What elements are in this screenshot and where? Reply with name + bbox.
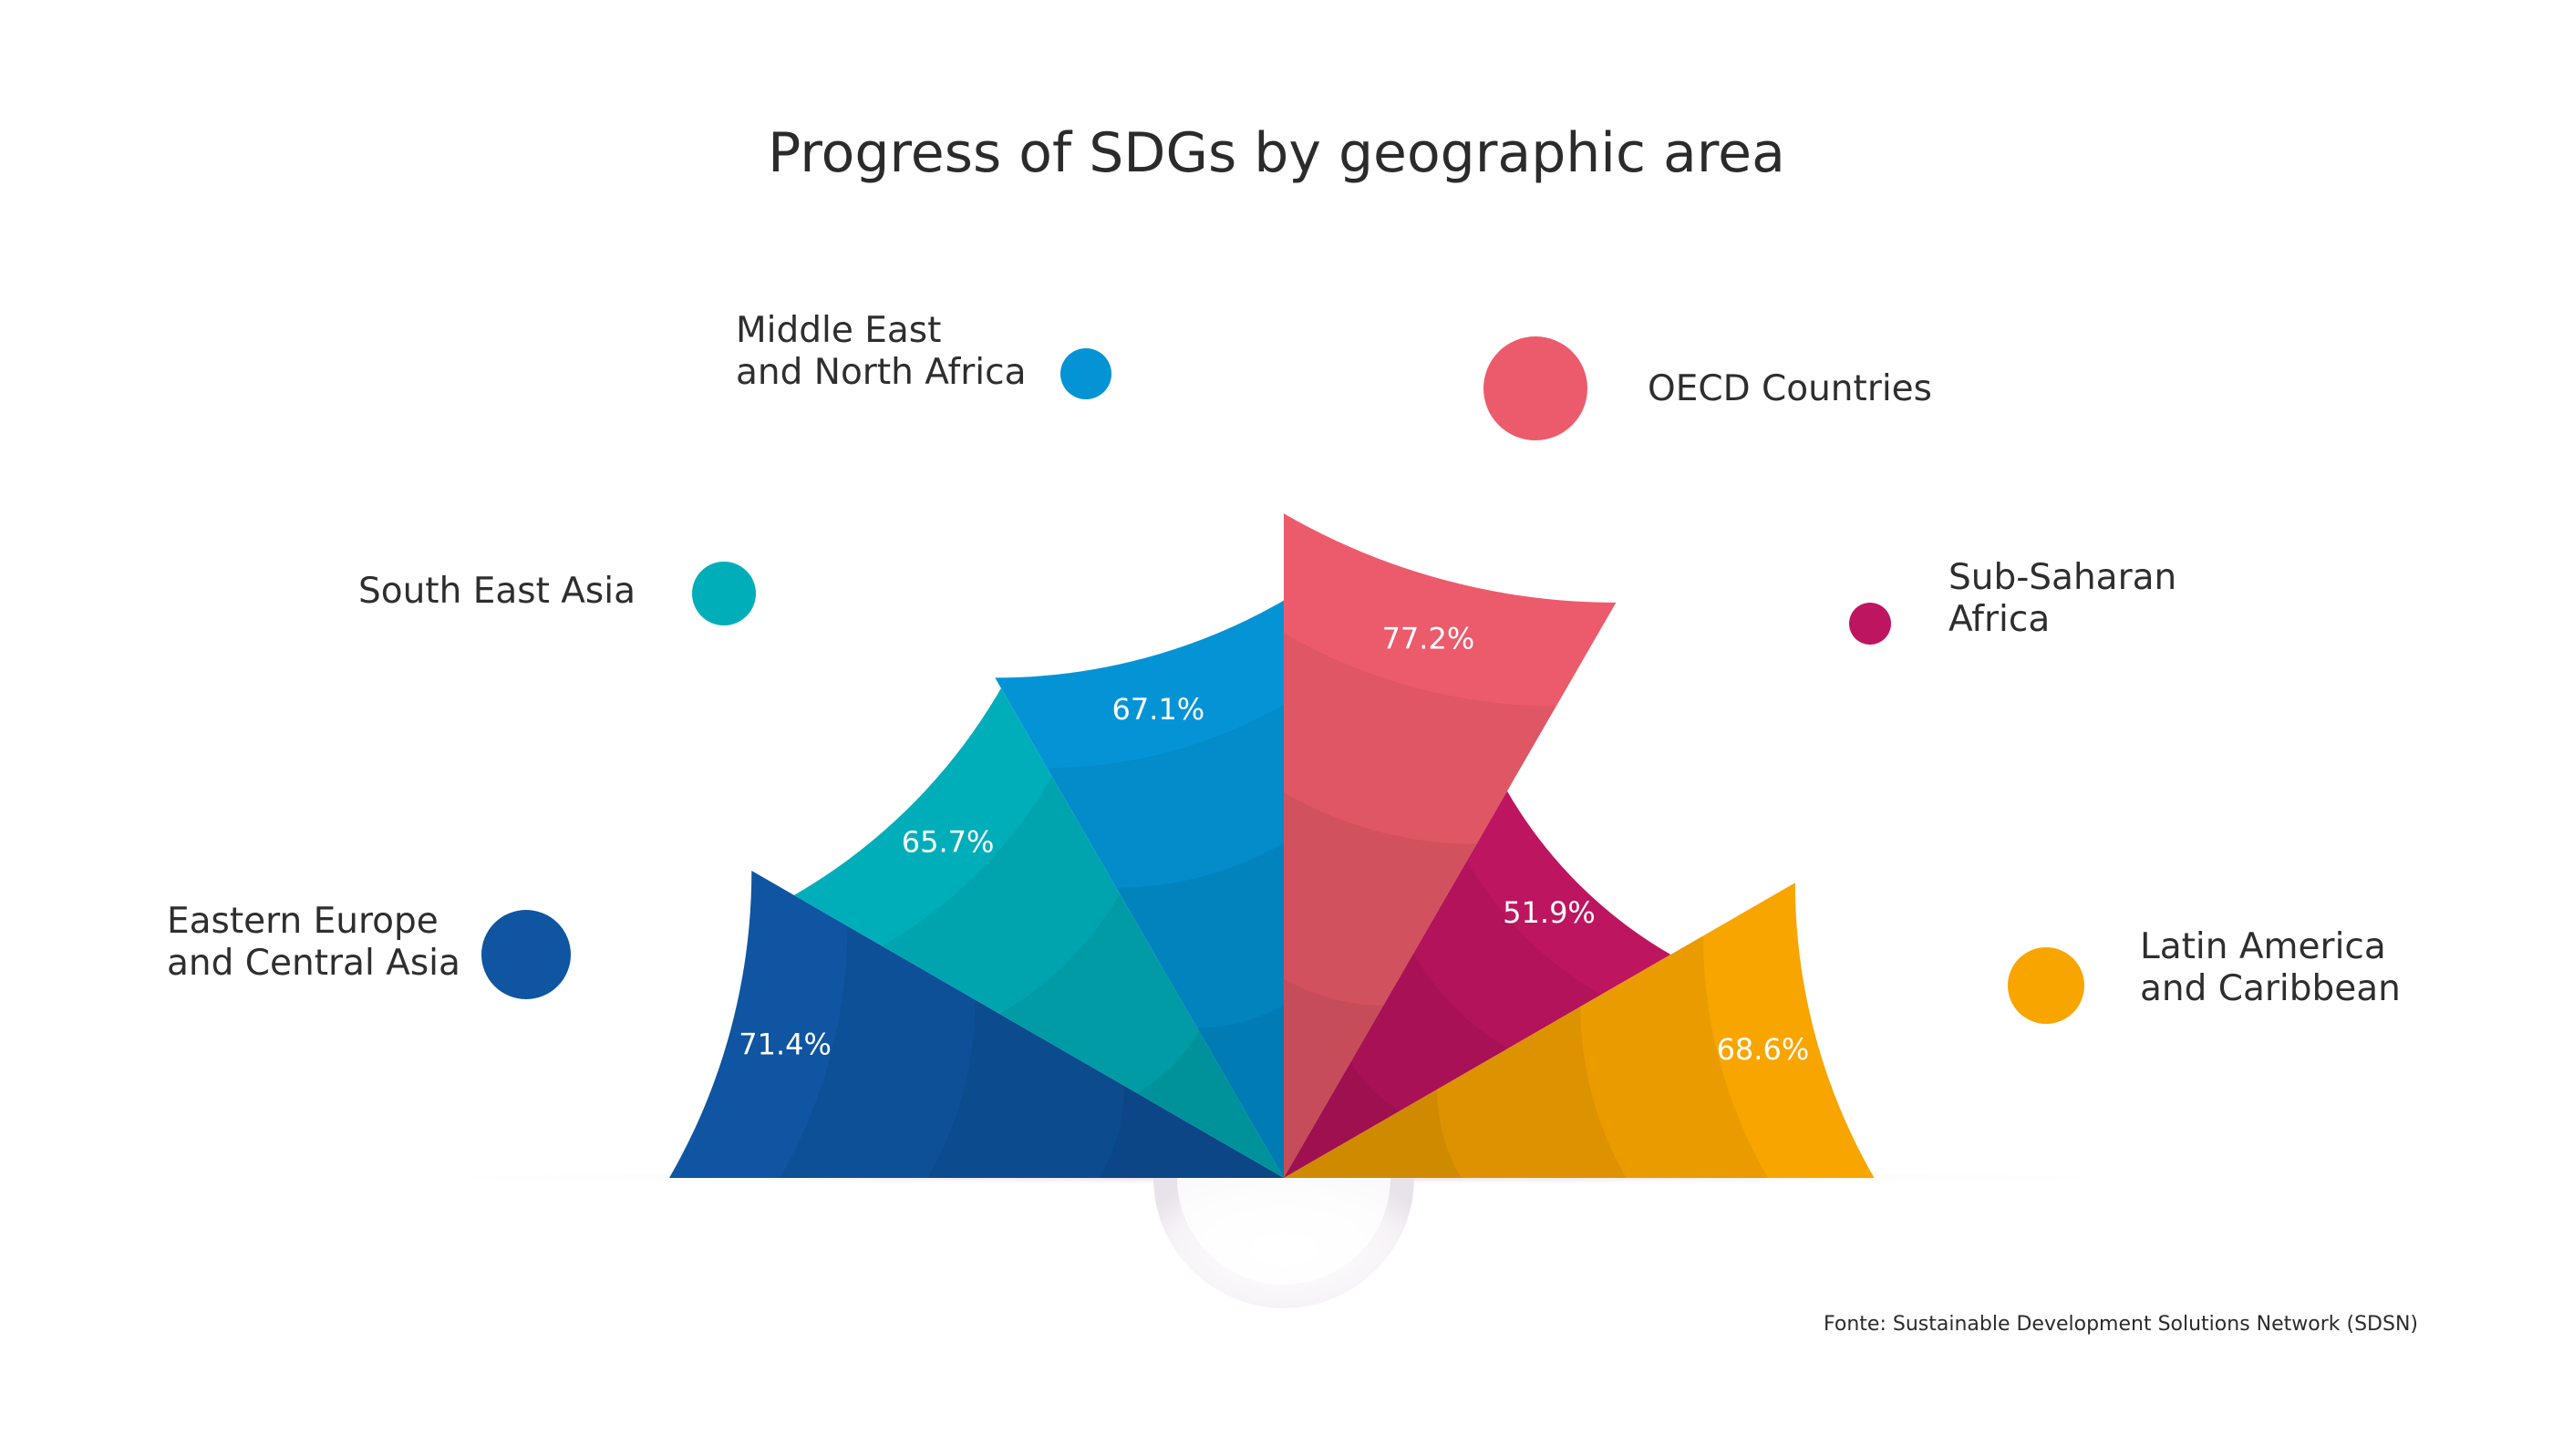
legend-label-eastern-europe-and-central-asia: Eastern Europe and Central Asia xyxy=(167,901,460,984)
hub-inner xyxy=(1177,1178,1390,1285)
legend-label-middle-east-and-north-africa: Middle East and North Africa xyxy=(736,310,1026,393)
legend-dot-oecd-countries xyxy=(1483,336,1587,440)
legend-label-latin-america-and-caribbean: Latin America and Caribbean xyxy=(2140,926,2401,1009)
sector-shade-latin-america-and-caribbean-1 xyxy=(1284,935,1768,1178)
sector-latin-america-and-caribbean xyxy=(1284,883,1875,1178)
sector-shade-sub-saharan-africa-1 xyxy=(1284,861,1601,1178)
legend-dot-middle-east-and-north-africa xyxy=(1060,348,1111,399)
center-hub xyxy=(1153,1178,1414,1308)
value-label-eastern-europe-and-central-asia: 71.4% xyxy=(739,1027,832,1062)
sector-shade-sub-saharan-africa-2 xyxy=(1284,953,1509,1178)
sector-eastern-europe-and-central-asia xyxy=(669,871,1284,1178)
sector-shade-oecd-countries-3 xyxy=(1284,978,1384,1178)
sector-shade-south-east-asia-2 xyxy=(999,893,1284,1178)
value-label-south-east-asia: 65.7% xyxy=(902,825,995,860)
legend-label-south-east-asia: South East Asia xyxy=(358,571,636,612)
sector-oecd-countries xyxy=(1284,513,1617,1178)
value-label-oecd-countries: 77.2% xyxy=(1382,622,1475,656)
sector-sub-saharan-africa xyxy=(1284,790,1671,1178)
sector-shade-oecd-countries-2 xyxy=(1284,792,1477,1178)
legend-dot-sub-saharan-africa xyxy=(1849,603,1891,645)
legend-dot-latin-america-and-caribbean xyxy=(2008,947,2084,1024)
sectors-group xyxy=(669,513,1875,1178)
sector-shade-sub-saharan-africa-3 xyxy=(1284,1061,1401,1178)
sector-shade-oecd-countries-1 xyxy=(1284,633,1556,1178)
sector-shade-middle-east-and-north-africa-3 xyxy=(1197,1005,1284,1178)
legend-label-sub-saharan-africa: Sub-Saharan Africa xyxy=(1948,557,2176,640)
inner-rings xyxy=(780,633,1768,1178)
sector-shade-eastern-europe-and-central-asia-2 xyxy=(927,999,1284,1178)
sector-shade-south-east-asia-1 xyxy=(882,776,1284,1178)
legend-dot-south-east-asia xyxy=(692,562,756,625)
sector-shade-eastern-europe-and-central-asia-1 xyxy=(780,925,1284,1178)
value-label-latin-america-and-caribbean: 68.6% xyxy=(1717,1032,1810,1067)
sector-shade-middle-east-and-north-africa-1 xyxy=(1047,704,1284,1178)
value-labels-group: 71.4% 65.7% 67.1% 77.2% 51.9% 68.6% xyxy=(739,622,1809,1067)
sector-shade-eastern-europe-and-central-asia-3 xyxy=(1099,1085,1284,1178)
value-label-sub-saharan-africa: 51.9% xyxy=(1503,895,1596,930)
source-note: Fonte: Sustainable Development Solutions… xyxy=(1824,1313,2418,1336)
sector-shade-latin-america-and-caribbean-3 xyxy=(1284,1089,1462,1178)
sector-middle-east-and-north-africa xyxy=(995,600,1284,1178)
sector-shade-middle-east-and-north-africa-2 xyxy=(1116,842,1284,1178)
legend-label-oecd-countries: OECD Countries xyxy=(1648,368,1932,409)
value-label-middle-east-and-north-africa: 67.1% xyxy=(1111,692,1204,727)
legend-dot-eastern-europe-and-central-asia xyxy=(481,910,571,999)
legend-group: Eastern Europe and Central Asia South East… xyxy=(167,310,2401,1024)
sector-south-east-asia xyxy=(793,687,1284,1178)
chart-title: Progress of SDGs by geographic area xyxy=(768,121,1785,185)
sector-shade-south-east-asia-3 xyxy=(1136,1030,1284,1178)
sector-shade-latin-america-and-caribbean-2 xyxy=(1284,1007,1627,1178)
